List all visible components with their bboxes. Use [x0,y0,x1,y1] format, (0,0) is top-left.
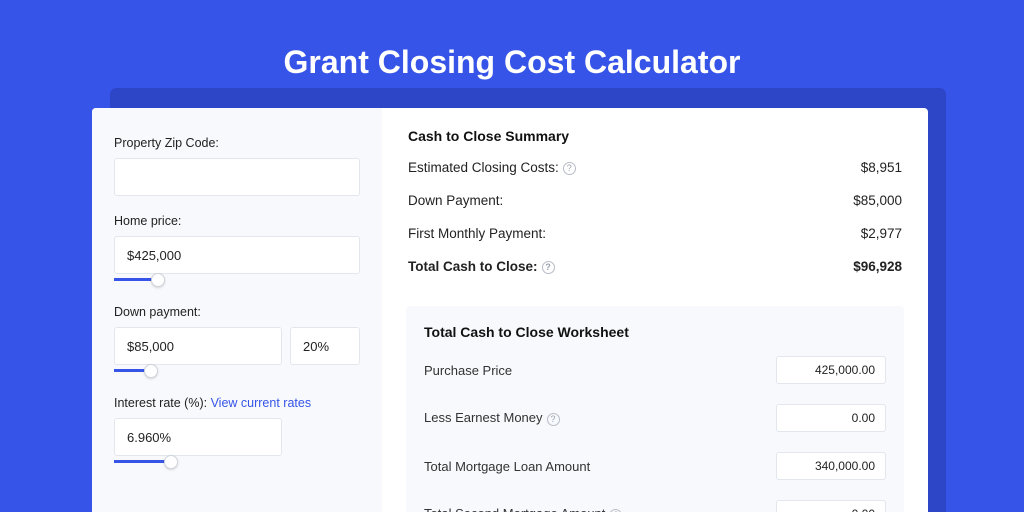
slider-thumb[interactable] [151,273,165,287]
help-icon[interactable]: ? [542,261,555,274]
page-title: Grant Closing Cost Calculator [0,0,1024,81]
summary-row: Down Payment: $85,000 [408,193,902,208]
down-payment-percent-input[interactable] [290,327,360,365]
down-payment-amount-input[interactable] [114,327,282,365]
worksheet-value-input[interactable]: 0.00 [776,404,886,432]
interest-rate-label-text: Interest rate (%): [114,396,211,410]
worksheet-row-label: Less Earnest Money? [424,410,560,425]
interest-rate-field-group: Interest rate (%): View current rates [114,396,360,469]
worksheet-value-input[interactable]: 425,000.00 [776,356,886,384]
interest-rate-label: Interest rate (%): View current rates [114,396,360,410]
home-price-input[interactable] [114,236,360,274]
zip-input[interactable] [114,158,360,196]
worksheet-row: Total Second Mortgage Amount? 0.00 [424,500,886,512]
summary-row-label: Total Cash to Close:? [408,259,555,274]
summary-title: Cash to Close Summary [408,128,902,144]
summary-row-value: $85,000 [853,193,902,208]
worksheet-row-label: Total Second Mortgage Amount? [424,506,622,512]
summary-row-label: Estimated Closing Costs:? [408,160,576,175]
help-icon[interactable]: ? [563,162,576,175]
help-icon[interactable]: ? [609,509,622,512]
worksheet-value-input[interactable]: 0.00 [776,500,886,512]
worksheet-rows: Purchase Price 425,000.00 Less Earnest Mon… [424,356,886,512]
calculator-card: Property Zip Code: Home price: Down paym… [92,108,928,512]
summary-row-label: Down Payment: [408,193,503,208]
zip-label: Property Zip Code: [114,136,360,150]
worksheet-row: Total Mortgage Loan Amount 340,000.00 [424,452,886,480]
view-rates-link[interactable]: View current rates [211,396,312,410]
summary-row-value: $2,977 [861,226,902,241]
summary-rows: Estimated Closing Costs:? $8,951 Down Paym… [408,160,902,274]
summary-row-value: $8,951 [861,160,902,175]
home-price-label: Home price: [114,214,360,228]
worksheet-box: Total Cash to Close Worksheet Purchase P… [406,306,904,512]
worksheet-value-input[interactable]: 340,000.00 [776,452,886,480]
slider-thumb[interactable] [144,364,158,378]
summary-row-label: First Monthly Payment: [408,226,546,241]
down-payment-label: Down payment: [114,305,360,319]
zip-field-group: Property Zip Code: [114,136,360,196]
home-price-field-group: Home price: [114,214,360,287]
summary-row: First Monthly Payment: $2,977 [408,226,902,241]
summary-row-value: $96,928 [853,259,902,274]
slider-track [114,460,171,463]
down-payment-slider[interactable] [114,364,282,378]
summary-box: Cash to Close Summary Estimated Closing … [406,128,904,288]
home-price-slider[interactable] [114,273,360,287]
summary-row: Estimated Closing Costs:? $8,951 [408,160,902,175]
slider-thumb[interactable] [164,455,178,469]
results-panel: Cash to Close Summary Estimated Closing … [382,108,928,512]
interest-rate-slider[interactable] [114,455,282,469]
worksheet-row-label: Total Mortgage Loan Amount [424,459,590,474]
inputs-panel: Property Zip Code: Home price: Down paym… [92,108,382,512]
worksheet-title: Total Cash to Close Worksheet [424,324,886,340]
help-icon[interactable]: ? [547,413,560,426]
worksheet-row: Purchase Price 425,000.00 [424,356,886,384]
worksheet-row-label: Purchase Price [424,363,512,378]
interest-rate-input[interactable] [114,418,282,456]
worksheet-row: Less Earnest Money? 0.00 [424,404,886,432]
down-payment-field-group: Down payment: [114,305,360,378]
summary-row: Total Cash to Close:? $96,928 [408,259,902,274]
